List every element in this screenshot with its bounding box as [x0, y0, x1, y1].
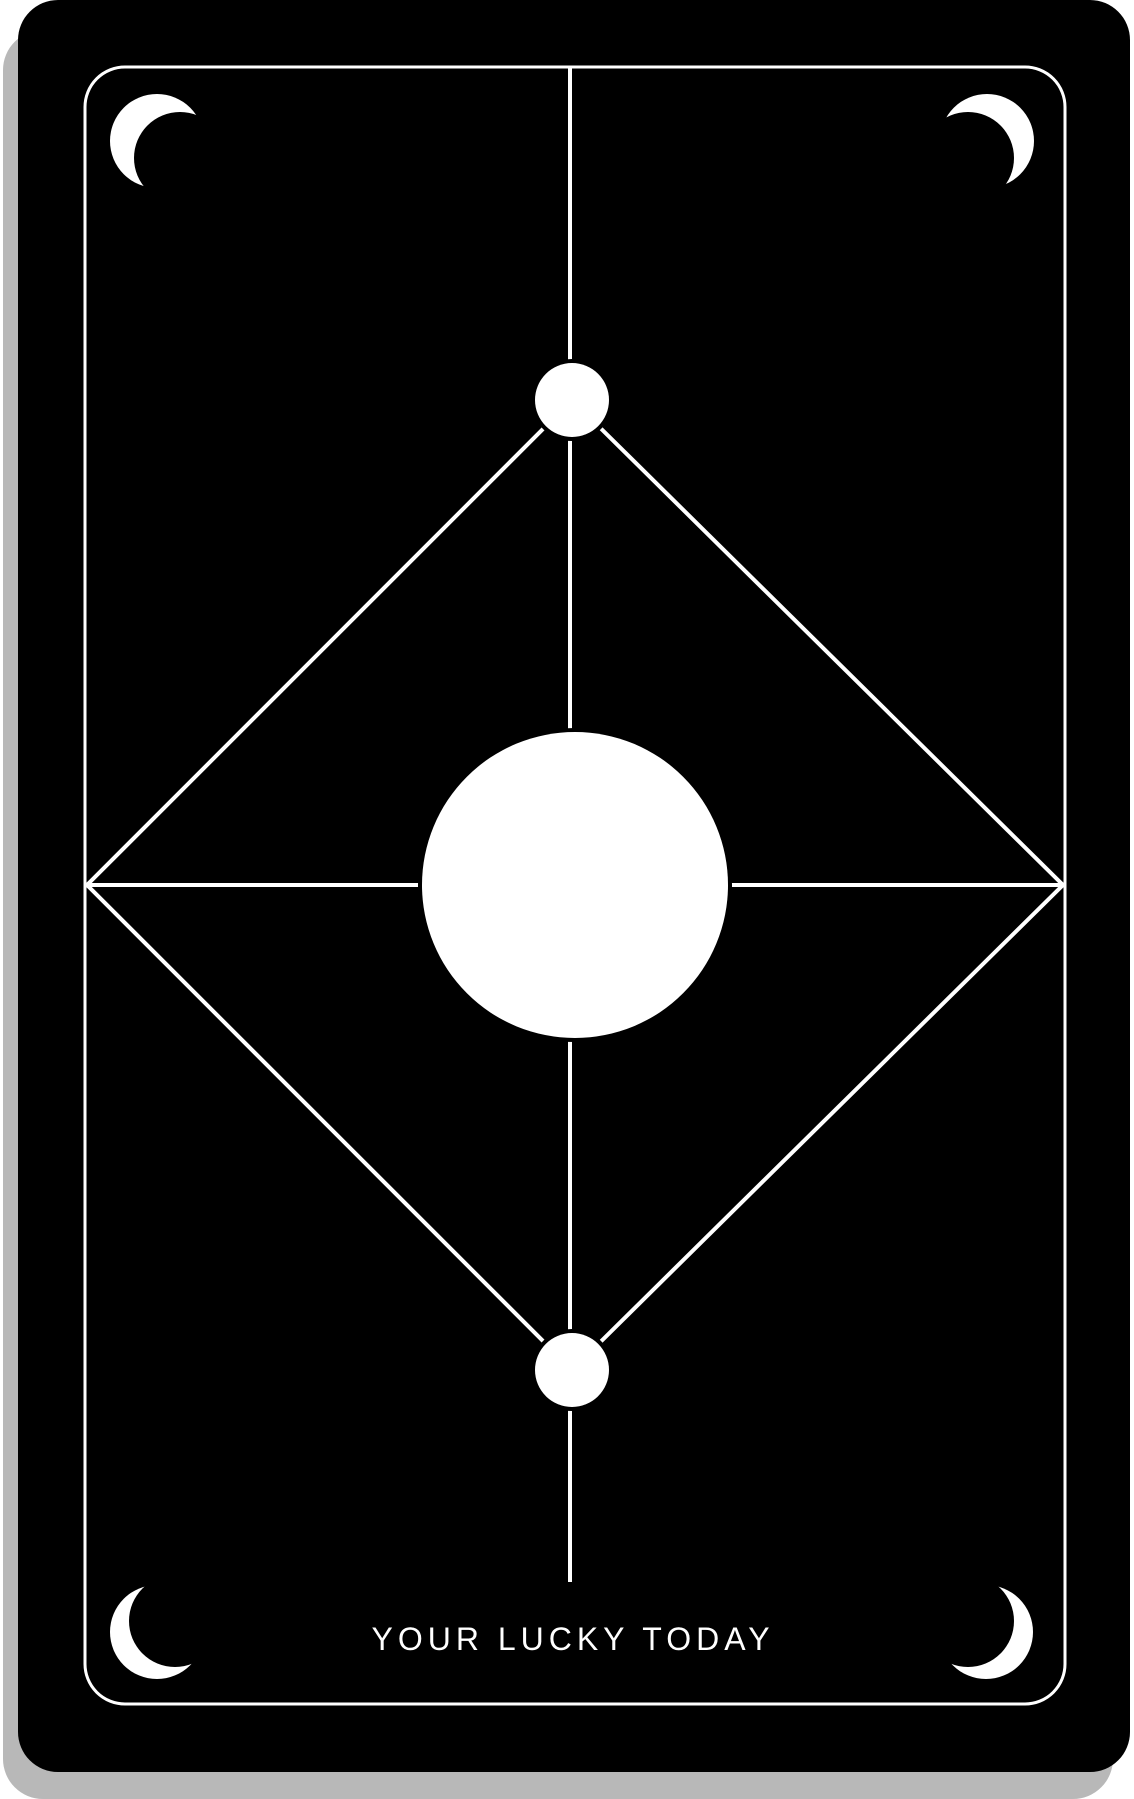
crescent-moon-icon — [940, 94, 1034, 188]
center-orb-fill — [422, 732, 728, 1038]
crescent-moon-icon — [110, 1585, 204, 1679]
top-orb-fill — [535, 363, 609, 437]
card-caption: YOUR LUCKY TODAY — [371, 1621, 774, 1657]
crescent-moon-icon — [939, 1585, 1033, 1679]
bottom-orb-fill — [535, 1333, 609, 1407]
crescent-moon-icon — [110, 94, 204, 188]
